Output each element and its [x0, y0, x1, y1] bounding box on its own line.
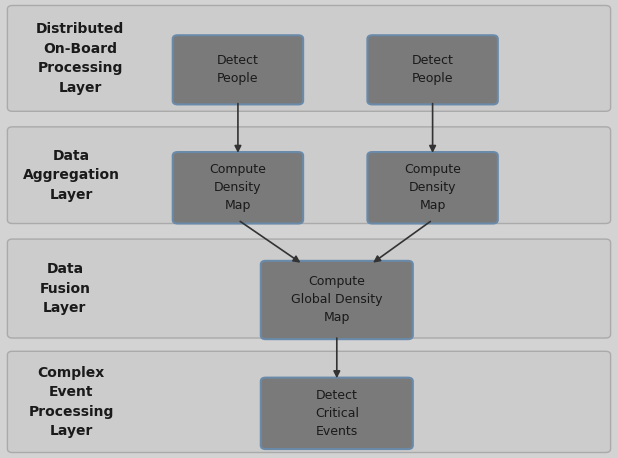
FancyBboxPatch shape	[367, 152, 497, 224]
FancyBboxPatch shape	[261, 377, 413, 449]
FancyBboxPatch shape	[7, 5, 611, 111]
Text: Compute
Density
Map: Compute Density Map	[210, 164, 266, 212]
Text: Detect
People: Detect People	[217, 55, 259, 85]
FancyBboxPatch shape	[173, 35, 303, 104]
Text: Detect
People: Detect People	[412, 55, 454, 85]
FancyBboxPatch shape	[261, 261, 413, 339]
Text: Compute
Global Density
Map: Compute Global Density Map	[291, 276, 383, 324]
Text: Data
Aggregation
Layer: Data Aggregation Layer	[23, 149, 119, 202]
FancyBboxPatch shape	[173, 152, 303, 224]
FancyBboxPatch shape	[7, 351, 611, 453]
Text: Compute
Density
Map: Compute Density Map	[404, 164, 461, 212]
FancyBboxPatch shape	[7, 239, 611, 338]
Text: Complex
Event
Processing
Layer: Complex Event Processing Layer	[28, 365, 114, 438]
Text: Data
Fusion
Layer: Data Fusion Layer	[40, 262, 90, 315]
Text: Distributed
On-Board
Processing
Layer: Distributed On-Board Processing Layer	[36, 22, 124, 95]
FancyBboxPatch shape	[367, 35, 497, 104]
Text: Detect
Critical
Events: Detect Critical Events	[315, 389, 359, 438]
FancyBboxPatch shape	[7, 127, 611, 224]
